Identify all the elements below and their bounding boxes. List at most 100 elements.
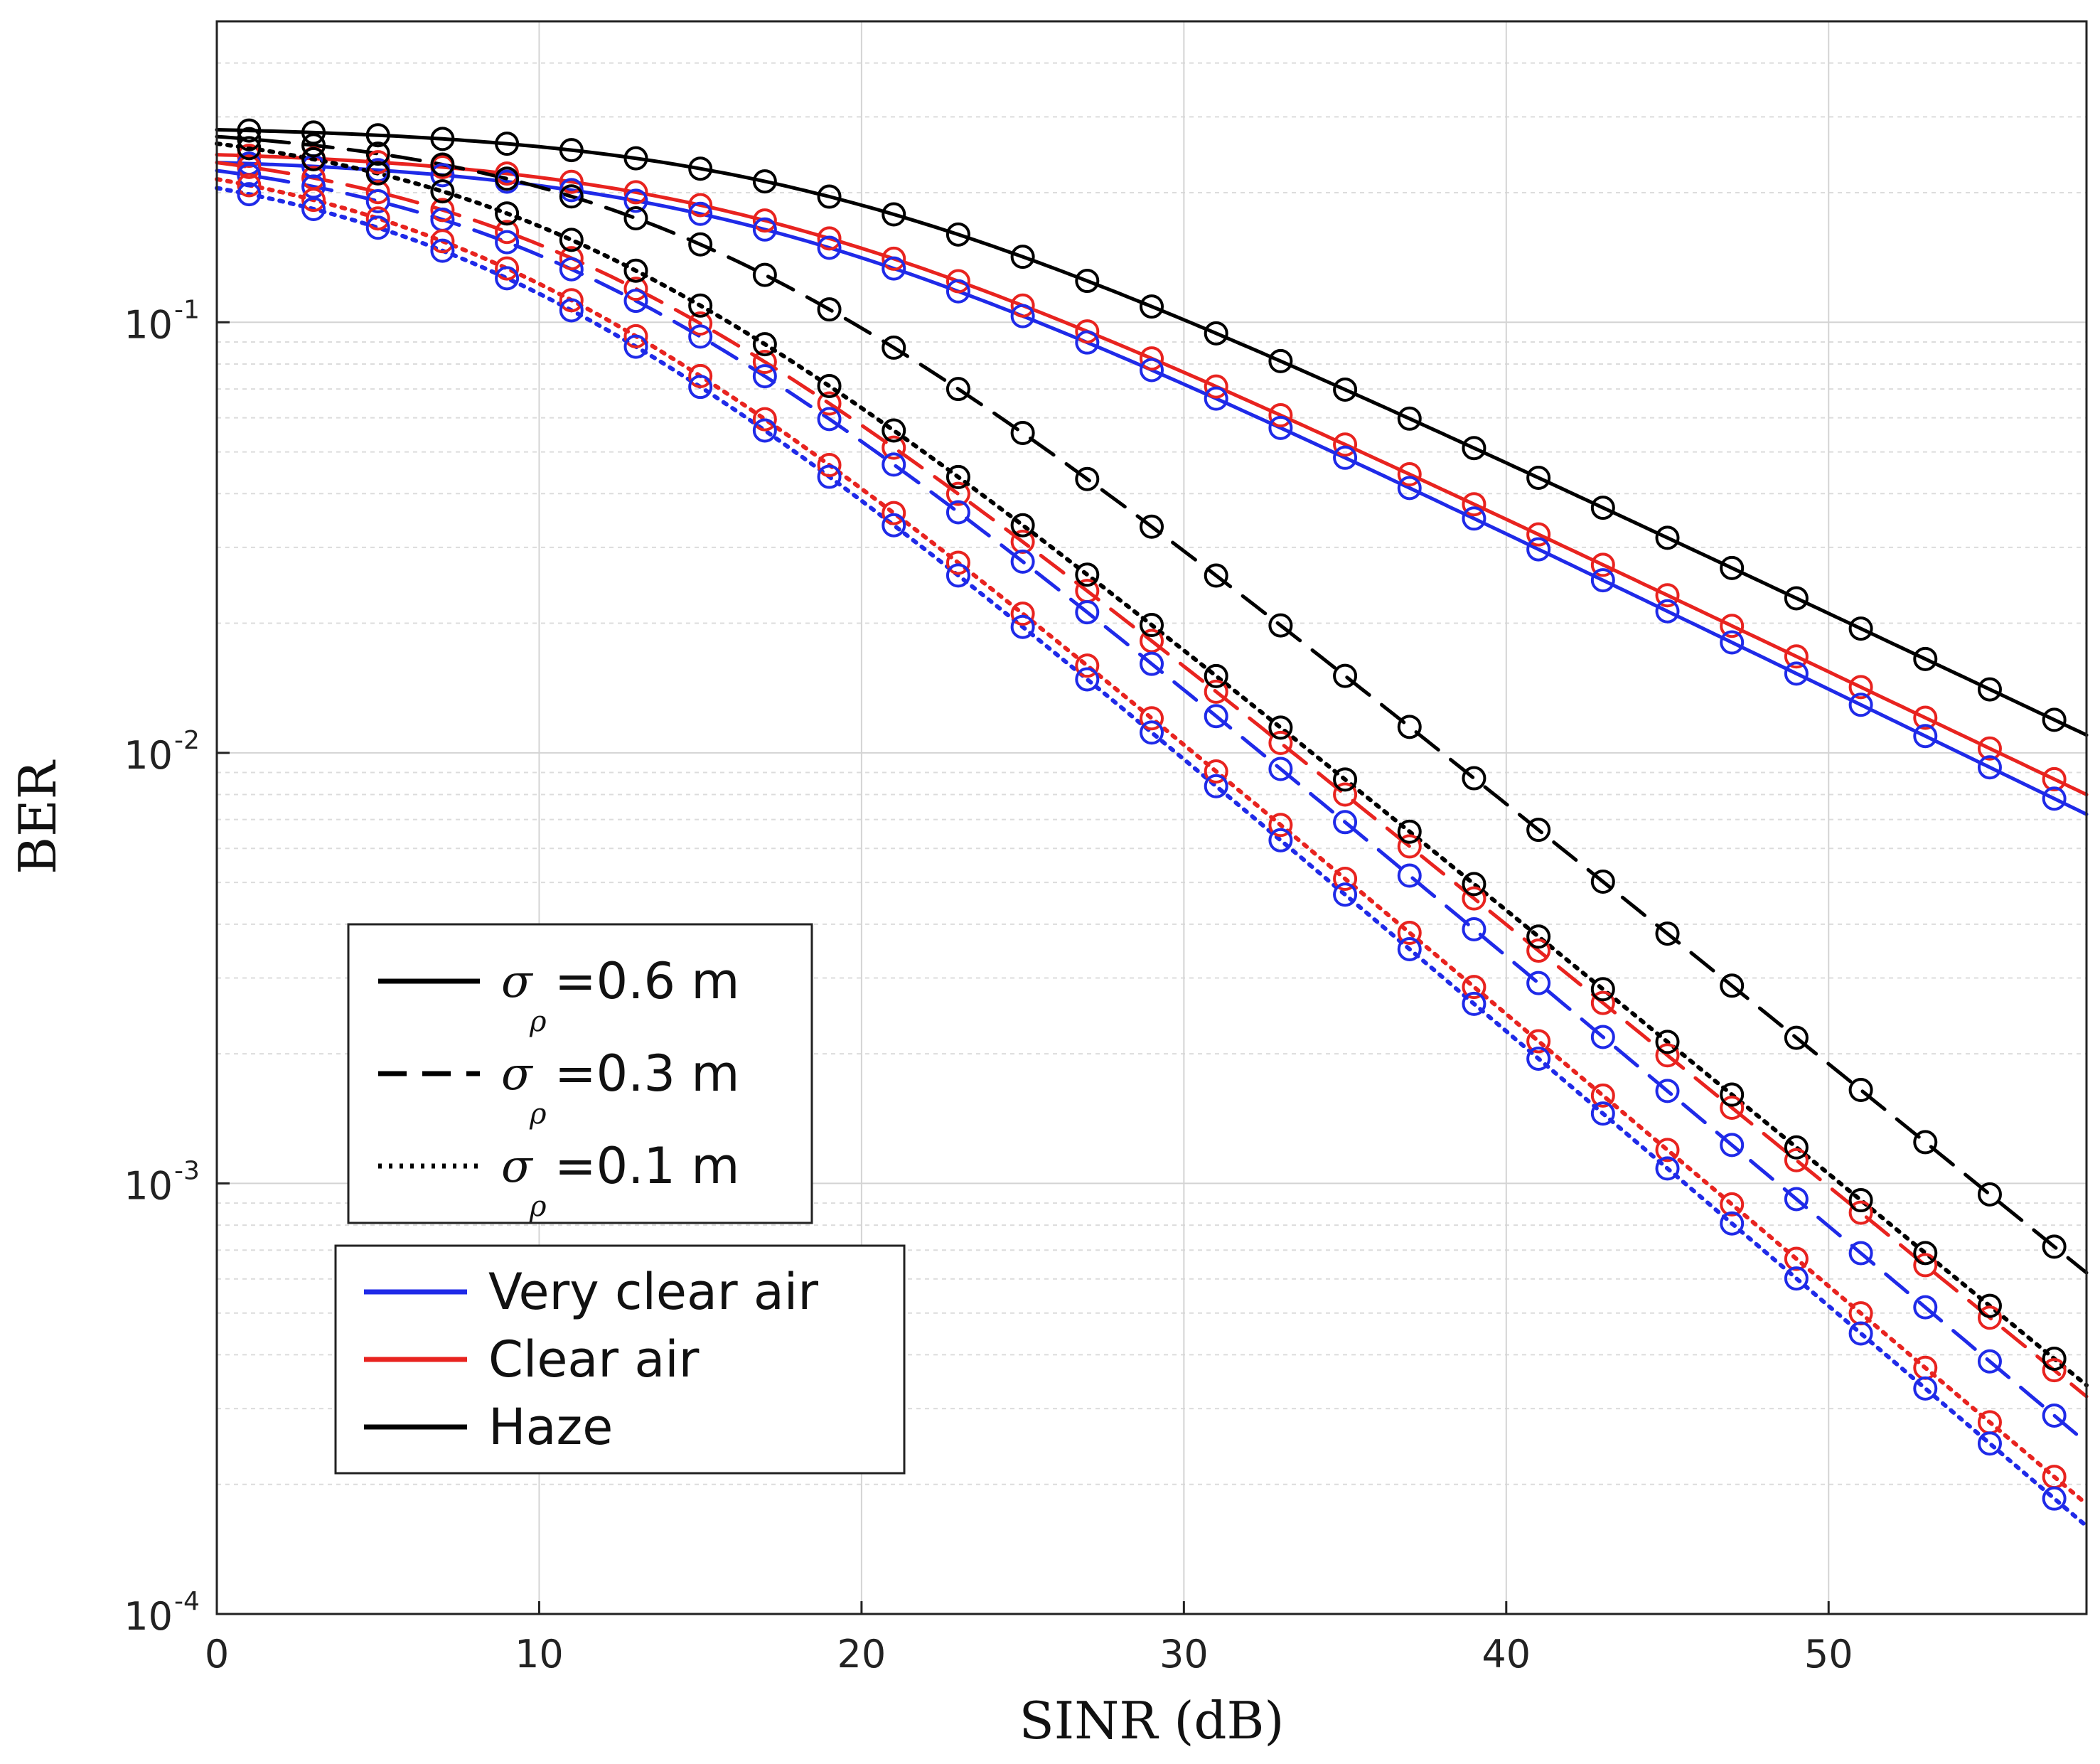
series-marker-5 [1977,1349,2002,1374]
series-marker-0 [945,222,970,247]
series-marker-7 [1526,1029,1551,1054]
series-marker-4 [1720,1095,1745,1120]
series-marker-8 [752,418,777,443]
series-marker-7 [1462,975,1486,1000]
series-marker-6 [882,418,906,443]
series-marker-6 [1848,1188,1873,1213]
series-marker-2 [1075,330,1100,355]
series-line-8 [215,186,2089,1529]
legend-subscript: ρ [529,1098,547,1130]
series-marker-2 [1848,693,1873,717]
series-marker-8 [1913,1376,1938,1401]
series-marker-3 [1397,715,1422,739]
series-marker-3 [430,152,455,177]
series-marker-0 [1268,348,1293,373]
series-marker-8 [1848,1321,1873,1346]
series-marker-6 [1526,924,1551,949]
series-marker-1 [752,208,777,233]
series-marker-3 [237,127,262,151]
series-marker-3 [559,184,584,209]
series-marker-8 [1397,936,1422,961]
series-marker-2 [2042,786,2067,811]
series-marker-8 [301,196,326,221]
y-tick-exponent: -4 [174,1587,200,1616]
series-marker-2 [1268,415,1293,440]
series-marker-8 [1268,828,1293,852]
series-marker-0 [1075,269,1100,294]
series-marker-2 [1720,630,1745,655]
series-marker-5 [1913,1295,1938,1320]
legend-style-label: =0.1 m [555,1137,739,1195]
y-axis-label: BER [8,759,68,874]
series-marker-0 [882,202,906,227]
series-marker-4 [752,349,777,374]
series-marker-8 [237,182,262,207]
series-marker-4 [1140,629,1164,653]
series-marker-6 [365,161,390,186]
series-marker-2 [1784,661,1809,686]
curves [215,128,2089,1529]
x-tick-label: 30 [1159,1632,1209,1677]
series-marker-6 [817,373,842,398]
series-marker-3 [1333,663,1358,688]
series-marker-2 [882,256,906,281]
series-marker-2 [1204,386,1228,411]
series-marker-7 [752,407,777,432]
series-marker-7 [365,206,390,231]
series-marker-8 [2042,1486,2067,1511]
series-marker-3 [1140,514,1164,539]
series-marker-5 [1140,651,1164,676]
series-marker-3 [817,297,842,322]
series-marker-6 [1075,562,1100,587]
series-marker-3 [1784,1025,1809,1050]
series-marker-5 [882,452,906,477]
series-marker-8 [1977,1431,2002,1456]
legend-line-style: σρ=0.6 mσρ=0.3 mσρ=0.1 m [347,923,813,1224]
series-marker-4 [817,391,842,416]
series-marker-4 [1977,1305,2002,1330]
series-marker-8 [1720,1211,1745,1236]
x-tick-label: 50 [1804,1632,1853,1677]
series-marker-2 [945,279,970,304]
series-marker-2 [430,163,455,188]
series-marker-3 [1268,613,1293,638]
series-marker-6 [430,179,455,204]
y-tick-label: 10 [124,1594,173,1639]
legend-color-label: Very clear air [488,1263,818,1321]
series-marker-4 [1010,530,1035,555]
series-marker-1 [1977,736,2002,761]
series-marker-8 [1590,1101,1615,1126]
series-marker-1 [688,193,713,218]
series-marker-5 [1784,1187,1809,1212]
series-marker-6 [495,201,520,226]
series-marker-4 [1268,730,1293,755]
legend-style-label: =0.6 m [555,952,739,1010]
series-marker-6 [623,258,648,283]
series-marker-3 [2042,1234,2067,1259]
series-marker-7 [1333,866,1358,891]
series-marker-0 [430,127,455,151]
legend-color-label: Haze [488,1398,613,1456]
series-marker-6 [688,293,713,318]
series-marker-0 [817,184,842,209]
series-marker-5 [1590,1025,1615,1049]
legend-symbol: σ [501,1048,534,1101]
series-marker-8 [1462,991,1486,1016]
series-marker-0 [1913,646,1938,671]
x-tick-label: 20 [837,1632,886,1677]
markers [237,118,2067,1511]
series-marker-8 [1204,774,1228,798]
series-marker-3 [882,335,906,360]
series-marker-1 [1397,462,1422,487]
series-marker-7 [559,288,584,313]
series-marker-0 [301,120,326,145]
legend-symbol: σ [501,1140,534,1193]
series-marker-4 [237,154,262,179]
series-marker-8 [1075,667,1100,692]
series-marker-6 [1397,819,1422,844]
series-marker-7 [1720,1192,1745,1217]
series-marker-5 [752,364,777,389]
series-marker-3 [945,377,970,402]
series-marker-4 [2042,1358,2067,1383]
